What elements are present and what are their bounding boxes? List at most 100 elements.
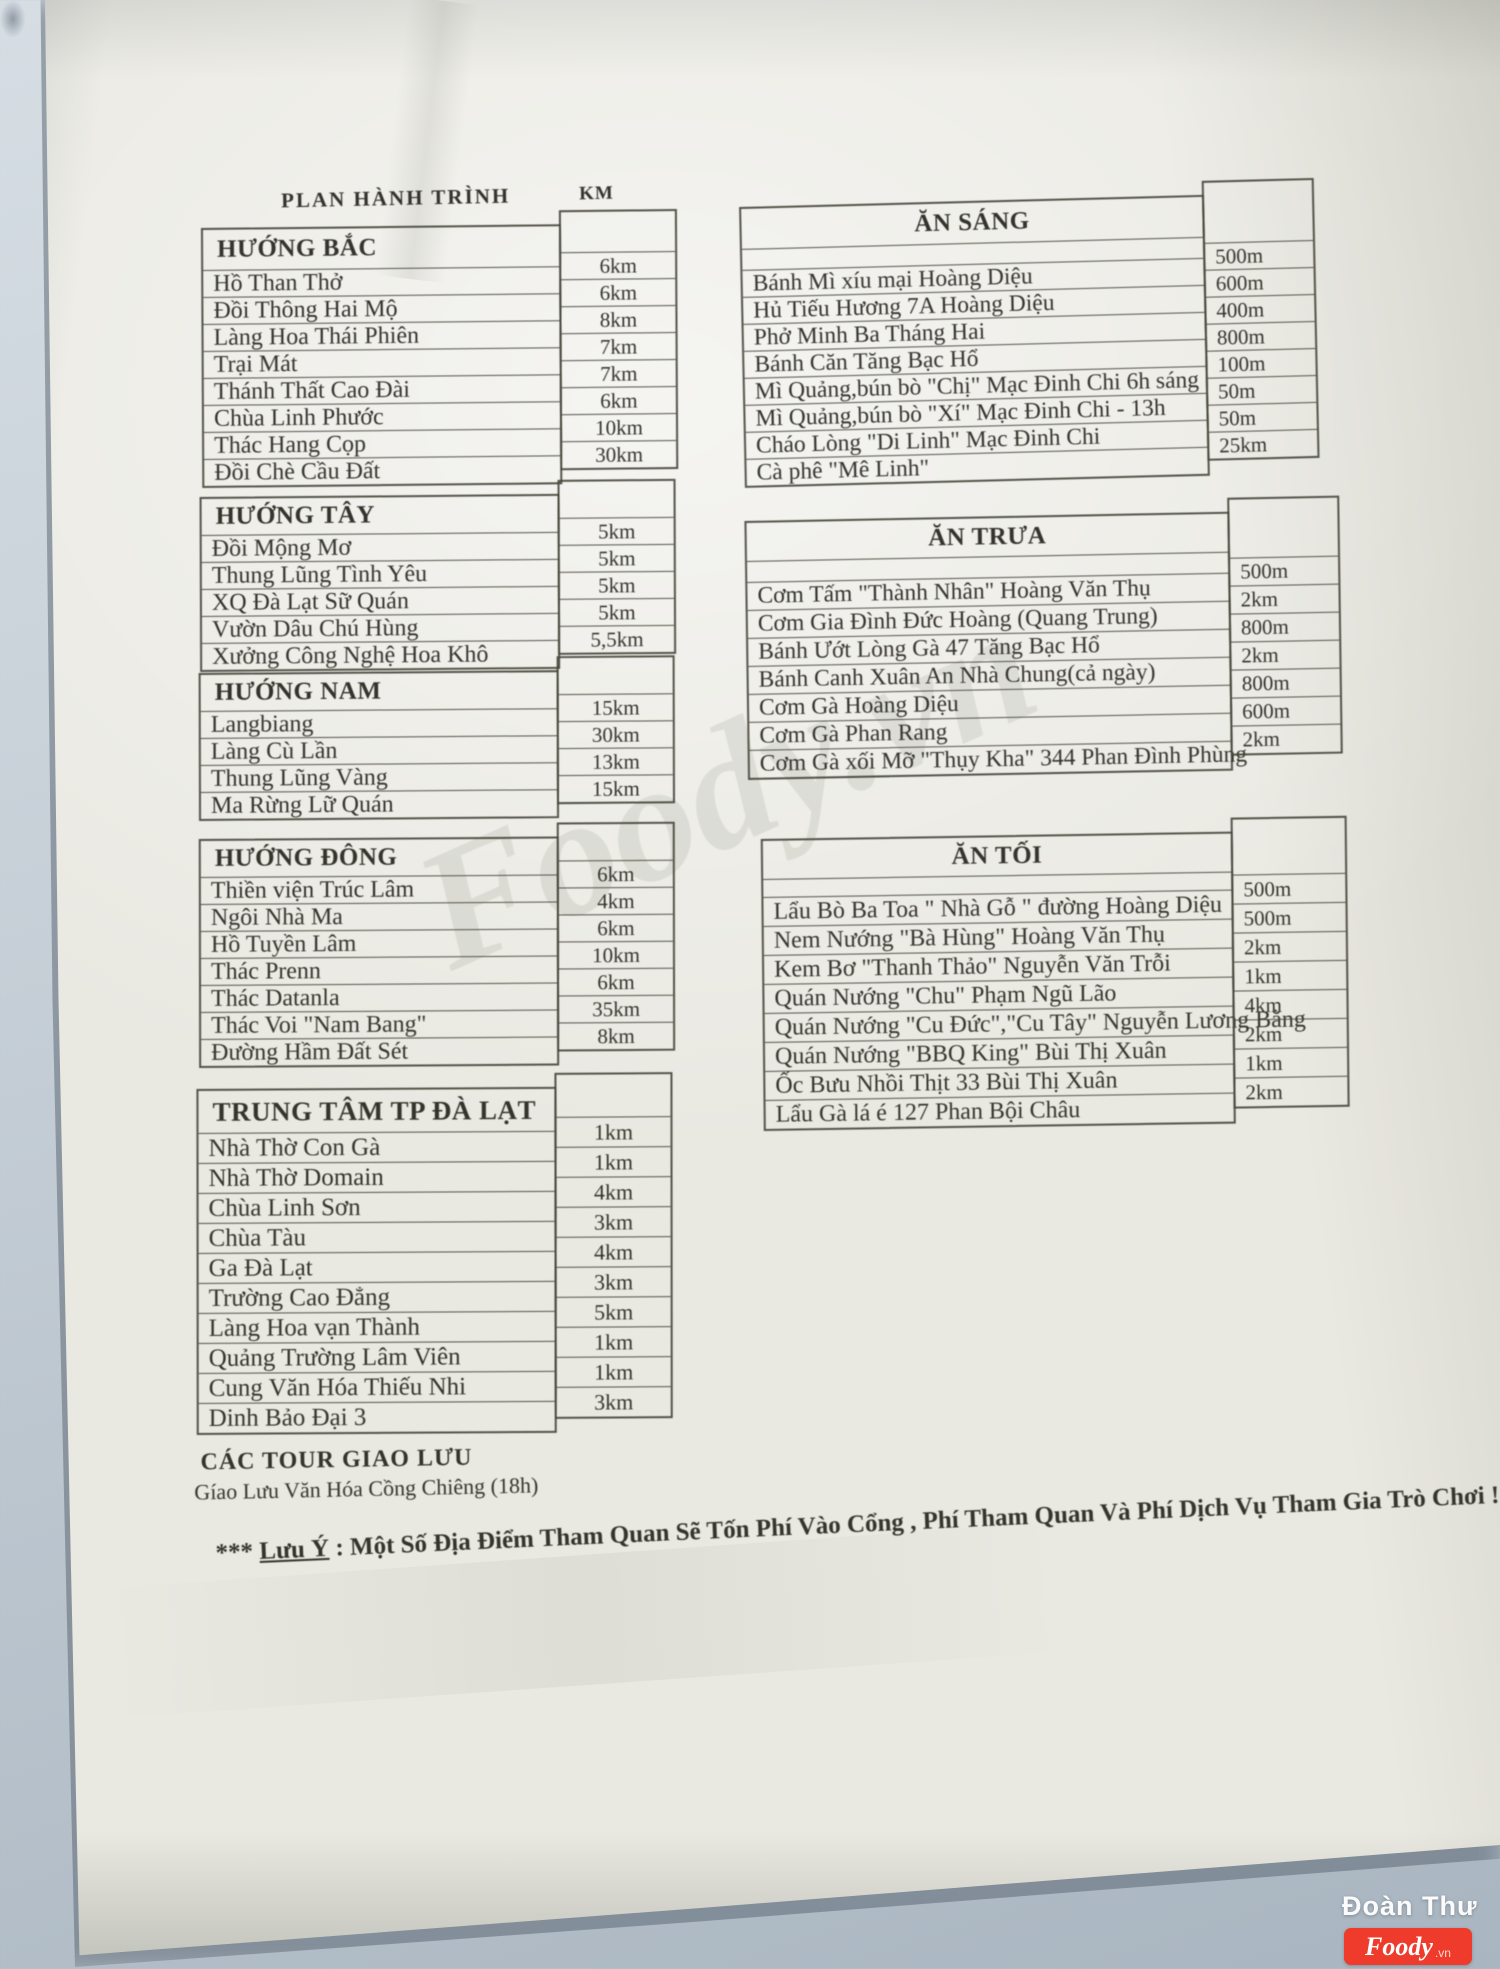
distance-value: 1km — [556, 1356, 671, 1387]
place-name: Trường Cao Đẳng — [198, 1280, 555, 1313]
place-name: Đồi Thông Hai Mộ — [203, 293, 560, 324]
tour-item: Gíao Lưu Văn Hóa Cồng Chiêng (18h) — [194, 1472, 539, 1505]
distance-value: 5km — [556, 1296, 671, 1327]
place-name: Thiền viện Trúc Lâm — [200, 874, 557, 904]
place-name: Nhà Thờ Domain — [198, 1160, 555, 1193]
table-header: HƯỚNG BẮC — [217, 234, 377, 263]
distance-value: 5,5km — [560, 624, 675, 653]
distance-value: 100m — [1207, 347, 1316, 378]
table-header: HƯỚNG TÂY — [215, 501, 376, 530]
page-title: PLAN HÀNH TRÌNH — [280, 183, 511, 213]
distance-value: 8km — [559, 1021, 674, 1050]
distance-value: 500m — [1233, 901, 1346, 933]
distance-value: 6km — [561, 278, 676, 307]
place-name: Quảng Trường Lâm Viên — [198, 1340, 555, 1373]
distance-value: 2km — [1232, 723, 1341, 754]
names-column: ĂN TỐI Lẩu Bò Ba Toa " Nhà Gỗ " đường Hoà… — [760, 831, 1306, 1131]
foody-logo-suffix: .vn — [1434, 1945, 1451, 1960]
distance-value: 30km — [558, 720, 673, 749]
place-name: Làng Hoa vạn Thành — [198, 1310, 555, 1343]
distance-value: 5km — [559, 570, 674, 599]
distance-value: 7km — [561, 359, 676, 388]
distance-value: 2km — [1235, 1075, 1348, 1107]
distance-value: 3km — [556, 1206, 671, 1237]
place-name: Thung Lũng Tình Yêu — [201, 558, 558, 589]
distance-value: 4km — [558, 886, 673, 915]
place-name: Thác Voi "Nam Bang" — [201, 1009, 558, 1039]
distance-empty-cell — [1229, 498, 1338, 558]
place-name: Đồi Mộng Mơ — [201, 531, 558, 562]
distance-value: 2km — [1231, 639, 1340, 670]
place-name: Đường Hầm Đất Sét — [201, 1036, 558, 1066]
distance-value: 500m — [1230, 555, 1339, 586]
distance-value: 4km — [556, 1236, 671, 1267]
distance-value: 6km — [558, 967, 674, 996]
place-name: Cung Văn Hóa Thiếu Nhi — [198, 1370, 555, 1403]
credit-author-name: Đoàn Thư — [1342, 1891, 1478, 1921]
table-huong-bac: HƯỚNG BẮC Hồ Than Thở Đồi Thông Hai Mộ Làng… — [200, 209, 679, 488]
distance-value: 6km — [558, 913, 673, 942]
place-name: XQ Đà Lạt Sữ Quán — [201, 585, 558, 616]
table-an-sang: ĂN SÁNG Bánh Mì xíu mại Hoàng Diệu Hủ Tiếu… — [739, 177, 1320, 488]
distance-value: 2km — [1233, 930, 1347, 962]
distance-value: 4km — [556, 1176, 671, 1207]
distance-column: 1km 1km 4km 3km 4km 3km 5km 1km 1km 3km — [554, 1072, 673, 1419]
distance-value: 800m — [1206, 320, 1316, 351]
distance-value: 400m — [1206, 293, 1315, 324]
distance-value: 10km — [561, 413, 677, 442]
distance-value: 800m — [1231, 667, 1340, 698]
distance-value: 25km — [1208, 428, 1318, 459]
distance-column: 6km 4km 6km 10km 6km 35km 8km — [556, 821, 676, 1052]
names-column: HƯỚNG ĐÔNG Thiền viện Trúc Lâm Ngôi Nhà Ma… — [198, 836, 560, 1068]
names-column: TRUNG TÂM TP ĐÀ LẠT Nhà Thờ Con Gà Nhà Thờ… — [196, 1086, 557, 1435]
table-an-trua: ĂN TRƯA Cơm Tấm "Thành Nhân" Hoàng Văn Th… — [744, 495, 1343, 780]
distance-value: 5km — [559, 597, 675, 626]
distance-value: 6km — [561, 386, 676, 415]
names-column: HƯỚNG BẮC Hồ Than Thở Đồi Thông Hai Mộ Làng… — [200, 224, 563, 488]
distance-value: 35km — [559, 994, 674, 1023]
place-name: Langbiang — [200, 708, 557, 738]
table-huong-nam: HƯỚNG NAM Langbiang Làng Cù Lần Thung Lũng … — [198, 655, 675, 821]
distance-column: 500m 600m 400m 800m 100m 50m 50m 25km — [1201, 177, 1320, 461]
table-header: HƯỚNG ĐÔNG — [214, 843, 398, 872]
table-an-toi: ĂN TỐI Lẩu Bò Ba Toa " Nhà Gỗ " đường Hoà… — [760, 815, 1350, 1131]
distance-value: 600m — [1231, 695, 1341, 726]
distance-value: 800m — [1230, 611, 1340, 642]
distance-value: 15km — [558, 774, 673, 803]
distance-value: 3km — [556, 1386, 671, 1417]
distance-value: 2km — [1234, 1017, 1348, 1049]
distance-column: 500m 500m 2km 1km 4km 2km 1km 2km — [1230, 815, 1350, 1109]
foody-logo-text: Foody — [1365, 1931, 1433, 1961]
place-name: Hồ Tuyền Lâm — [200, 928, 557, 958]
distance-value: 50m — [1208, 401, 1317, 432]
table-header: HƯỚNG NAM — [214, 677, 382, 706]
distance-empty-cell — [561, 211, 675, 252]
distance-value: 30km — [562, 440, 677, 469]
distance-value: 600m — [1205, 266, 1315, 297]
distance-empty-cell — [556, 1074, 670, 1117]
distance-empty-cell — [559, 657, 673, 694]
distance-value: 8km — [561, 305, 676, 334]
tour-section-title: CÁC TOUR GIAO LƯU — [200, 1444, 473, 1476]
names-column: HƯỚNG NAM Langbiang Làng Cù Lần Thung Lũng … — [198, 670, 560, 821]
distance-value: 13km — [558, 747, 673, 776]
place-name: Thác Hang Cọp — [204, 428, 561, 459]
distance-value: 1km — [556, 1146, 671, 1177]
foody-logo: Foody .vn — [1344, 1928, 1472, 1965]
table-huong-dong: HƯỚNG ĐÔNG Thiền viện Trúc Lâm Ngôi Nhà Ma… — [198, 821, 676, 1068]
place-name: Ngôi Nhà Ma — [200, 901, 557, 931]
distance-empty-cell — [1233, 818, 1346, 875]
distance-value: 6km — [561, 251, 676, 280]
table-header: TRUNG TÂM TP ĐÀ LẠT — [212, 1094, 537, 1127]
place-name: Trại Mát — [203, 347, 560, 378]
names-column: HƯỚNG TÂY Đồi Mộng Mơ Thung Lũng Tình Yêu X… — [199, 493, 561, 672]
distance-value: 4km — [1234, 988, 1347, 1020]
distance-column: 15km 30km 13km 15km — [556, 655, 675, 805]
table-trung-tam-da-lat: TRUNG TÂM TP ĐÀ LẠT Nhà Thờ Con Gà Nhà Thờ… — [196, 1072, 673, 1435]
place-name: Thác Datanla — [201, 982, 558, 1012]
distance-value: 2km — [1230, 583, 1339, 614]
distance-value: 50m — [1207, 374, 1317, 405]
place-name: Nhà Thờ Con Gà — [198, 1130, 555, 1163]
distance-column: 6km 6km 8km 7km 7km 6km 10km 30km — [558, 209, 679, 471]
